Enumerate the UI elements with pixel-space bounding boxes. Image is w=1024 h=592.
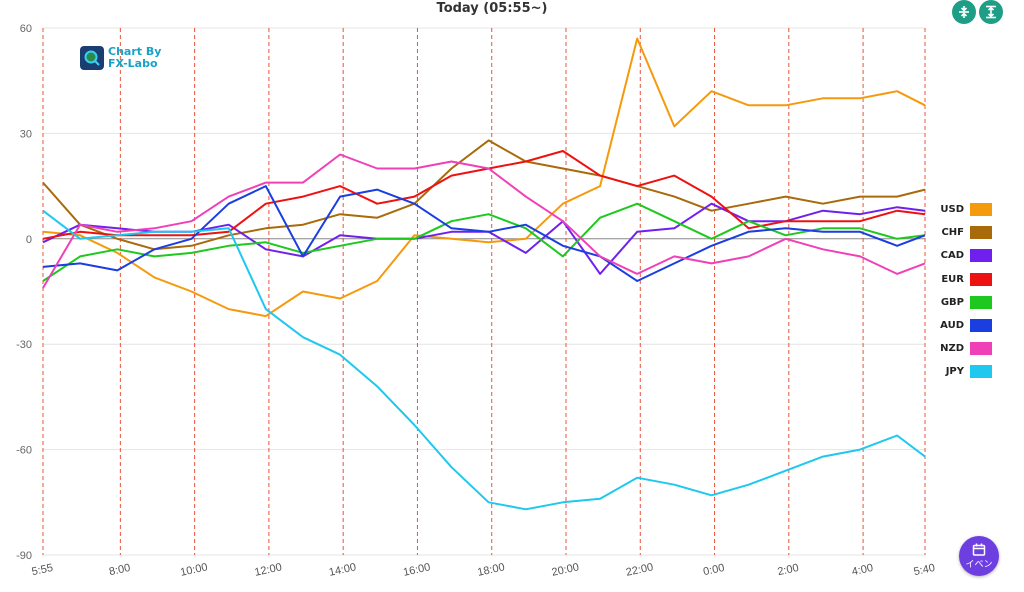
x-tick-label: 2:00 xyxy=(776,562,799,578)
x-tick-label: 4:00 xyxy=(851,562,874,578)
legend-item-chf[interactable]: CHF xyxy=(928,221,992,244)
legend: USD CHF CAD EUR GBP AUD NZD JPY xyxy=(928,198,992,384)
legend-swatch xyxy=(970,342,992,356)
series-line-jpy xyxy=(42,209,926,511)
series-line-aud xyxy=(42,185,926,282)
series-line-chf xyxy=(42,139,926,251)
legend-label: EUR xyxy=(941,273,964,285)
legend-label: CAD xyxy=(940,250,964,262)
x-tick-label: 16:00 xyxy=(402,561,431,578)
calendar-icon xyxy=(972,543,986,556)
event-button[interactable]: イベン xyxy=(959,536,999,576)
legend-item-cad[interactable]: CAD xyxy=(928,244,992,267)
legend-label: GBP xyxy=(940,296,964,308)
legend-swatch xyxy=(970,319,992,333)
y-tick-label: 0 xyxy=(26,234,32,246)
chart-title: Today (05:55~) xyxy=(436,1,548,16)
legend-item-eur[interactable]: EUR xyxy=(928,268,992,291)
legend-swatch xyxy=(970,272,992,286)
y-tick-label: -90 xyxy=(16,550,32,562)
legend-item-nzd[interactable]: NZD xyxy=(928,337,992,360)
legend-label: AUD xyxy=(940,320,964,332)
legend-swatch xyxy=(970,203,992,217)
fx-labo-logo: Chart By FX-Labo xyxy=(80,46,161,70)
x-tick-label: 20:00 xyxy=(551,561,580,578)
event-button-label: イベン xyxy=(965,559,993,570)
y-tick-label: -30 xyxy=(16,339,32,351)
legend-swatch xyxy=(970,249,992,263)
y-tick-label: 60 xyxy=(20,23,32,35)
y-tick-label: 30 xyxy=(20,128,32,140)
x-tick-label: 5:40 xyxy=(913,562,936,578)
logo-line2: FX-Labo xyxy=(108,57,158,70)
expand-vertical-icon xyxy=(986,5,996,19)
expand-vertical-button[interactable] xyxy=(979,0,1003,24)
x-tick-label: 22:00 xyxy=(625,561,654,578)
y-tick-label: -60 xyxy=(16,445,32,457)
series-line-nzd xyxy=(42,153,926,289)
compress-vertical-icon xyxy=(959,6,969,18)
series-line-eur xyxy=(42,150,926,240)
x-tick-label: 10:00 xyxy=(179,561,208,578)
x-tick-label: 12:00 xyxy=(254,561,283,578)
x-tick-label: 5:55 xyxy=(31,562,54,578)
x-tick-label: 0:00 xyxy=(702,562,725,578)
legend-swatch xyxy=(970,226,992,240)
x-tick-label: 18:00 xyxy=(476,561,505,578)
legend-item-gbp[interactable]: GBP xyxy=(928,291,992,314)
legend-label: JPY xyxy=(945,366,964,378)
legend-item-usd[interactable]: USD xyxy=(928,198,992,221)
legend-item-aud[interactable]: AUD xyxy=(928,314,992,337)
legend-swatch xyxy=(970,365,992,379)
x-tick-label: 8:00 xyxy=(108,562,131,578)
legend-swatch xyxy=(970,295,992,309)
x-tick-label: 14:00 xyxy=(328,561,357,578)
legend-item-jpy[interactable]: JPY xyxy=(928,360,992,383)
logo-line1: Chart By xyxy=(108,45,162,58)
series-line-usd xyxy=(42,37,926,318)
legend-label: CHF xyxy=(941,227,964,239)
legend-label: NZD xyxy=(940,343,964,355)
magnifier-logo-icon xyxy=(80,46,104,70)
series-line-gbp xyxy=(42,202,926,282)
legend-label: USD xyxy=(940,204,964,216)
compress-vertical-button[interactable] xyxy=(952,0,976,24)
